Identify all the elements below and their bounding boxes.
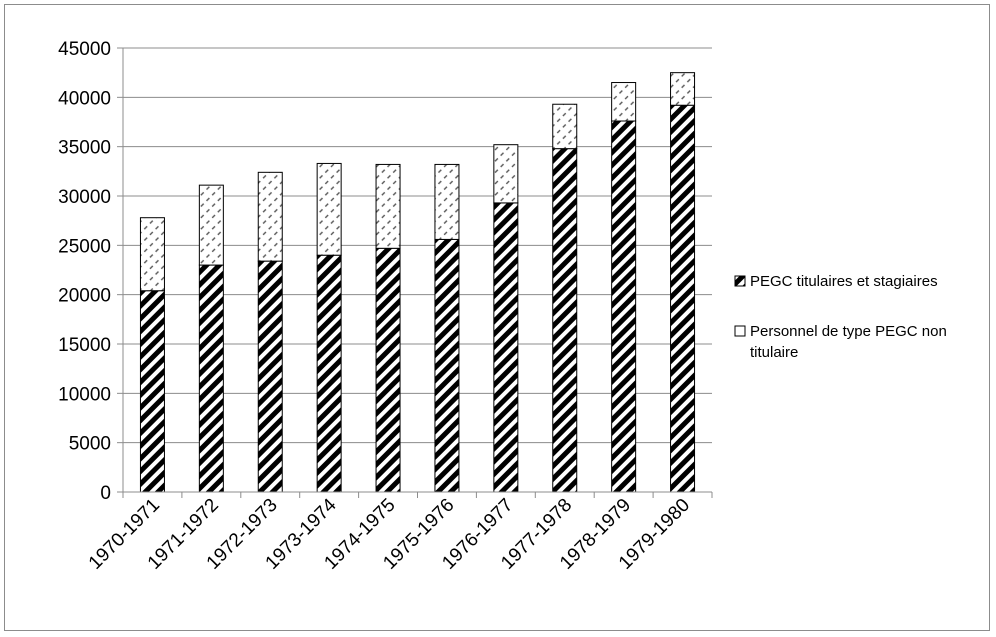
- y-tick-label-10000: 10000: [58, 384, 111, 405]
- y-tick-label-0: 0: [100, 483, 111, 504]
- bar-pegc-titulaires-1979-1980: [670, 104, 696, 493]
- bar-pegc-titulaires-1976-1977: [493, 202, 519, 493]
- bar-pegc-titulaires-1974-1975: [375, 247, 401, 493]
- bar-pegc-titulaires-1970-1971: [139, 290, 165, 493]
- legend-label-non-titulaire-line2: titulaire: [750, 344, 798, 361]
- bar-pegc-titulaires-1978-1979: [611, 120, 637, 493]
- bar-non-titulaire-1972-1973: [257, 171, 283, 262]
- y-tick-label-30000: 30000: [58, 187, 111, 208]
- chart-frame: 0 5000 10000 15000 20000 25000 30000 35000 40000…: [4, 4, 990, 631]
- axes: [122, 48, 713, 498]
- bar-non-titulaire-1976-1977: [493, 144, 519, 204]
- bar-non-titulaire-1974-1975: [375, 163, 401, 249]
- y-tick-label-40000: 40000: [58, 88, 111, 109]
- legend-swatch-non-titulaire: [734, 325, 746, 337]
- bars: [139, 72, 696, 493]
- bar-non-titulaire-1975-1976: [434, 163, 460, 240]
- y-tick-label-5000: 5000: [69, 434, 111, 455]
- stacked-bar-chart: 0 5000 10000 15000 20000 25000 30000 35000 40000…: [58, 39, 947, 574]
- bar-pegc-titulaires-1977-1978: [552, 148, 578, 493]
- legend-label-pegc-titulaires: PEGC titulaires et stagiaires: [750, 273, 938, 290]
- y-tick-label-20000: 20000: [58, 286, 111, 307]
- bar-non-titulaire-1973-1974: [316, 162, 342, 256]
- bar-pegc-titulaires-1972-1973: [257, 260, 283, 493]
- bar-non-titulaire-1977-1978: [552, 103, 578, 150]
- legend: PEGC titulaires et stagiaires Personnel …: [734, 273, 947, 361]
- bar-non-titulaire-1979-1980: [670, 72, 696, 106]
- y-tick-label-35000: 35000: [58, 138, 111, 159]
- y-tick-labels: 0 5000 10000 15000 20000 25000 30000 35000 40000…: [58, 39, 111, 504]
- bar-pegc-titulaires-1971-1972: [198, 264, 224, 493]
- bar-pegc-titulaires-1975-1976: [434, 238, 460, 493]
- bar-pegc-titulaires-1973-1974: [316, 254, 342, 493]
- bar-non-titulaire-1970-1971: [139, 217, 165, 292]
- legend-swatch-pegc-titulaires: [734, 275, 746, 287]
- y-tick-label-25000: 25000: [58, 236, 111, 257]
- bar-non-titulaire-1971-1972: [198, 184, 224, 266]
- y-tick-label-45000: 45000: [58, 39, 111, 60]
- x-tick-labels: 1970-19711971-19721972-19731973-19741974…: [85, 494, 694, 573]
- legend-label-non-titulaire-line1: Personnel de type PEGC non: [750, 323, 947, 340]
- bar-non-titulaire-1978-1979: [611, 82, 637, 122]
- y-tick-label-15000: 15000: [58, 335, 111, 356]
